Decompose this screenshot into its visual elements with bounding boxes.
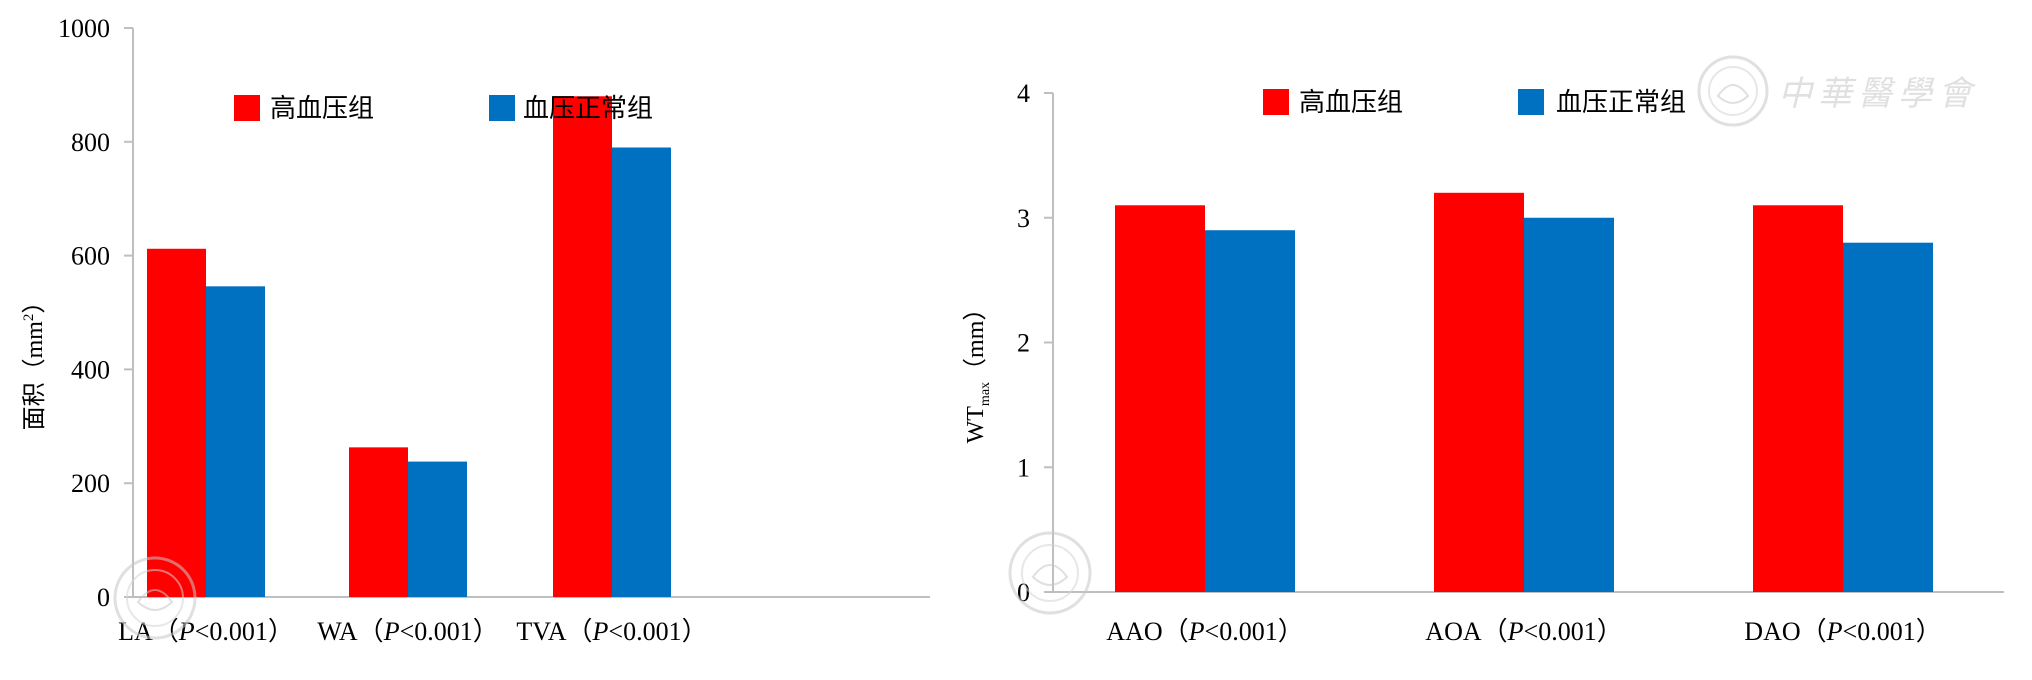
- y-tick-label: 400: [71, 355, 110, 384]
- legend-swatch-hypertension: [1263, 89, 1289, 115]
- legend-swatch-normal: [489, 95, 515, 121]
- x-tick-label: WA（P<0.001）: [317, 617, 499, 646]
- watermark: 中華醫學會: [113, 55, 1978, 640]
- bars: [147, 96, 671, 598]
- y-tick-label: 1000: [58, 14, 110, 43]
- y-tick-label: 2: [1017, 329, 1030, 358]
- legend: 高血压组 血压正常组: [234, 94, 653, 123]
- y-tick-label: 800: [71, 128, 110, 157]
- bar-hypertension-tva: [553, 96, 612, 597]
- bar-normal-aoa: [1524, 217, 1614, 592]
- y-axis-title-unit: （mm）: [963, 297, 989, 382]
- legend-label-hypertension: 高血压组: [270, 94, 374, 123]
- y-tick-label: 3: [1017, 204, 1030, 233]
- y-axis-title-main: WT: [963, 406, 989, 444]
- bar-normal-la: [206, 286, 265, 597]
- y-tick-label: 1: [1017, 453, 1030, 482]
- area-chart-panel: 0 200 400 600 800 1000 LA（P<0.001） WA（P<0.001）…: [21, 14, 930, 646]
- x-tick-labels: AAO（P<0.001） AOA（P<0.001） DAO（P<0.001）: [1106, 617, 1941, 646]
- x-tick-label: AAO（P<0.001）: [1106, 617, 1303, 646]
- legend-label-normal: 血压正常组: [523, 94, 653, 123]
- bar-hypertension-la: [147, 248, 206, 597]
- bars: [1115, 192, 1933, 593]
- watermark-seal-icon: [1697, 55, 1769, 127]
- y-tick-marks: [1044, 92, 1053, 593]
- y-axis-title-close: ）: [22, 290, 48, 314]
- bar-hypertension-dao: [1753, 205, 1843, 592]
- legend: 高血压组 血压正常组: [1263, 88, 1686, 117]
- legend-swatch-hypertension: [234, 95, 260, 121]
- y-axis-title: WTmax（mm）: [963, 297, 993, 444]
- legend-label-hypertension: 高血压组: [1299, 88, 1403, 117]
- watermark-text: 中華醫學會: [1778, 74, 1978, 114]
- y-tick-labels: 0 200 400 600 800 1000: [58, 14, 110, 612]
- y-tick-label: 200: [71, 469, 110, 498]
- x-tick-label: DAO（P<0.001）: [1744, 617, 1941, 646]
- y-tick-label: 4: [1017, 79, 1030, 108]
- bar-normal-dao: [1843, 242, 1933, 592]
- bar-hypertension-aoa: [1434, 192, 1524, 593]
- bar-normal-aao: [1205, 230, 1295, 592]
- legend-label-normal: 血压正常组: [1556, 88, 1686, 117]
- y-tick-label: 0: [97, 583, 110, 612]
- watermark-seal-icon: [113, 556, 197, 640]
- y-tick-label: 600: [71, 242, 110, 271]
- x-tick-labels: LA（P<0.001） WA（P<0.001） TVA（P<0.001）: [118, 617, 707, 646]
- y-tick-marks: [124, 27, 133, 598]
- y-axis-title-sup: 2: [21, 314, 37, 322]
- x-tick-label: AOA（P<0.001）: [1425, 617, 1622, 646]
- bar-normal-wa: [408, 461, 467, 597]
- y-axis-title: 面积（mm2）: [21, 290, 48, 431]
- bar-normal-tva: [612, 147, 671, 598]
- x-tick-label: TVA（P<0.001）: [516, 617, 707, 646]
- watermark-seal-icon: [1008, 531, 1092, 615]
- y-axis-title-sub: max: [978, 382, 993, 406]
- bar-hypertension-aao: [1115, 205, 1205, 592]
- bar-hypertension-wa: [349, 447, 408, 597]
- legend-swatch-normal: [1518, 89, 1544, 115]
- y-axis-title-main: 面积（mm: [21, 321, 48, 431]
- x-tick-label: LA（P<0.001）: [118, 617, 294, 646]
